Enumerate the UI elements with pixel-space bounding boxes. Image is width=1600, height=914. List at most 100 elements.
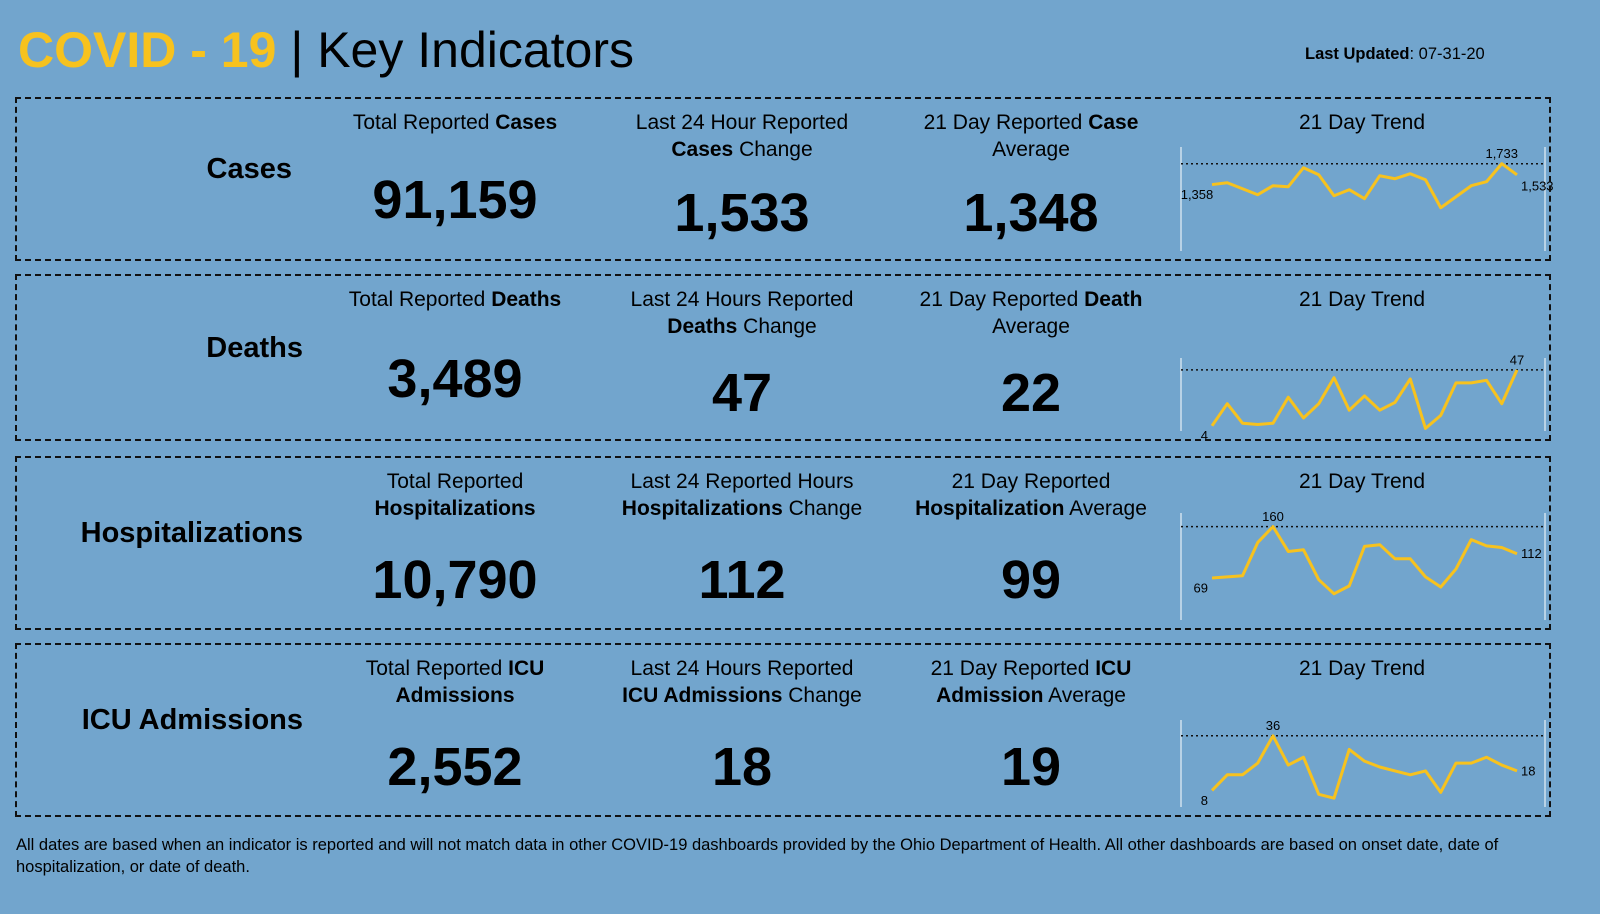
heading-line: Last 24 Reported Hours [572, 468, 912, 495]
metric-value: 1,533 [674, 183, 810, 244]
updated-label: Last Updated [1305, 45, 1410, 63]
heading-text: Admission [936, 684, 1044, 707]
heading-line: Last 24 Hours Reported [572, 655, 912, 682]
metric-value: 47 [711, 362, 773, 423]
heading-text: Average [1043, 684, 1126, 707]
heading-text: 21 Day Reported [951, 470, 1111, 493]
heading-text: 21 Day Reported [930, 657, 1096, 680]
trend-line [1210, 369, 1519, 430]
row-box [15, 456, 1551, 630]
trend-value-label: 1,533 [1521, 178, 1554, 193]
heading-text: Cases [671, 138, 734, 161]
trend-line [1211, 162, 1518, 210]
trend-value-label: 112 [1521, 546, 1542, 561]
metric-value: 2,552 [387, 736, 523, 797]
heading-line: Average [861, 136, 1201, 163]
heading-line: Last 24 Hour Reported [572, 109, 912, 136]
metric-value: 18 [711, 736, 773, 797]
heading-text: Last 24 Hours Reported [630, 288, 854, 311]
trend-line [1211, 525, 1518, 596]
heading-text: Total Reported [386, 470, 524, 493]
metric-value: 3,489 [387, 349, 523, 410]
last-updated: Last Updated: 07-31-20 [1305, 45, 1485, 64]
heading-text: Change [782, 684, 862, 707]
title: COVID - 19 | Key Indicators [18, 18, 634, 82]
trend-value-label: 1,358 [1181, 187, 1214, 202]
heading-text: Case [1088, 111, 1139, 134]
metric-value: 112 [698, 549, 786, 610]
metric-heading: Last 24 Hours Reported ICU Admissions Cha… [572, 655, 912, 709]
heading-line: Average [861, 313, 1201, 340]
heading-text: Death [1084, 288, 1143, 311]
metric-heading: 21 Day Reported Case Average [861, 109, 1201, 163]
heading-text: Total Reported [348, 288, 492, 311]
row-box [15, 274, 1551, 441]
title-text: | Key Indicators [290, 22, 635, 78]
trend-value-label: 160 [1262, 509, 1284, 524]
updated-value: : 07-31-20 [1409, 45, 1485, 63]
metric-value: 1,348 [963, 183, 1099, 244]
heading-line: Hospitalization Average [861, 495, 1201, 522]
row-label: ICU Admissions [81, 704, 303, 736]
metric-value: 10,790 [372, 549, 538, 610]
metric-heading: 21 Day Reported Hospitalization Average [861, 468, 1201, 522]
heading-text: ICU [508, 657, 545, 680]
trend-title: 21 Day Trend [1298, 111, 1426, 134]
heading-line: Cases Change [572, 136, 912, 163]
heading-text: Change [733, 138, 813, 161]
metric-heading: Last 24 Hours Reported Deaths Change [572, 286, 912, 340]
metric-value: 99 [1000, 549, 1062, 610]
trend-value-label: 1,733 [1485, 146, 1518, 161]
heading-line: Total Reported Cases [285, 109, 625, 136]
heading-text: Change [737, 315, 817, 338]
metric-value: 19 [1000, 736, 1062, 797]
heading-text: Hospitalizations [374, 497, 536, 520]
heading-text: Change [782, 497, 863, 520]
heading-text: ICU [1095, 657, 1132, 680]
metric-heading: Last 24 Hour Reported Cases Change [572, 109, 912, 163]
heading-line: ICU Admissions Change [572, 682, 912, 709]
metric-heading: 21 Day Reported ICU Admission Average [861, 655, 1201, 709]
metric-value: 91,159 [372, 170, 538, 231]
row-label: Hospitalizations [80, 517, 303, 549]
trend-value-label: 4 [1201, 428, 1208, 443]
heading-line: Admission Average [861, 682, 1201, 709]
heading-line: 21 Day Reported ICU [861, 655, 1201, 682]
row-label: Cases [206, 153, 292, 185]
trend-title: 21 Day Trend [1298, 470, 1426, 493]
metric-heading: Total Reported ICU Admissions [285, 655, 625, 709]
heading-text: Deaths [491, 288, 562, 311]
trend-value-label: 69 [1194, 580, 1208, 595]
heading-line: Total Reported ICU [285, 655, 625, 682]
title-highlight: COVID - 19 [18, 22, 277, 78]
heading-text: Cases [495, 111, 558, 134]
heading-text: Average [992, 315, 1070, 338]
heading-text: Average [1064, 497, 1147, 520]
metric-heading: Last 24 Reported Hours Hospitalizations C… [572, 468, 912, 522]
heading-text: Total Reported [352, 111, 496, 134]
trend-title: 21 Day Trend [1298, 657, 1426, 680]
metric-heading: Total Reported Deaths [285, 286, 625, 313]
heading-line: Total Reported [285, 468, 625, 495]
trend-value-label: 47 [1510, 352, 1524, 367]
heading-text: Last 24 Reported Hours [630, 470, 854, 493]
heading-line: Hospitalizations [285, 495, 625, 522]
heading-text: Deaths [667, 315, 738, 338]
trend-value-label: 8 [1201, 793, 1208, 808]
row-box [15, 643, 1551, 817]
heading-line: 21 Day Reported Death [861, 286, 1201, 313]
heading-line: Deaths Change [572, 313, 912, 340]
heading-text: Total Reported [365, 657, 509, 680]
heading-text: 21 Day Reported [923, 111, 1089, 134]
metric-value: 22 [1000, 362, 1062, 423]
heading-text: Admissions [395, 684, 515, 707]
heading-line: 21 Day Reported Case [861, 109, 1201, 136]
trend-value-label: 18 [1521, 763, 1535, 778]
heading-text: Last 24 Hour Reported [635, 111, 849, 134]
heading-line: 21 Day Reported [861, 468, 1201, 495]
row-label: Deaths [206, 331, 303, 364]
trend-title: 21 Day Trend [1298, 288, 1426, 311]
heading-text: Last 24 Hours Reported [630, 657, 854, 680]
heading-text: Hospitalization [915, 497, 1065, 520]
